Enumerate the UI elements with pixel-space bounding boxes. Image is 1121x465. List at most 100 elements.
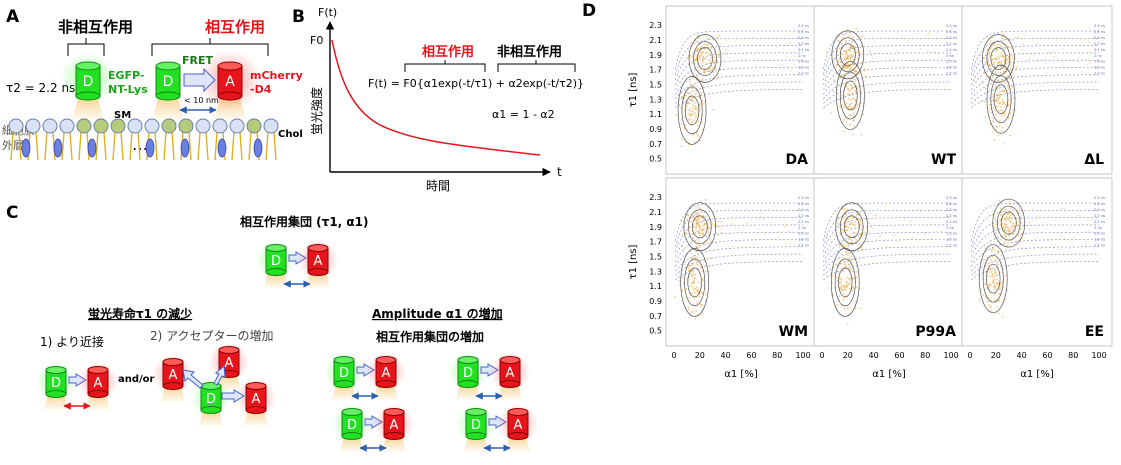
data-point [1004,104,1007,106]
data-point [992,247,994,250]
cylinder-bottom [245,406,267,414]
data-point [768,207,771,210]
data-point [1032,207,1034,209]
data-point [1012,225,1015,228]
guide-label: 2.5 ns [1094,24,1105,28]
data-point [702,58,705,61]
tau2-guide-line [823,59,952,90]
data-point [1091,218,1093,220]
data-point [859,220,862,223]
guide-label: 2.4 ns [946,30,957,34]
data-point [1062,61,1064,64]
data-point [1003,102,1005,105]
acceptor-cylinder: A [78,362,118,410]
acceptor-cylinder: A [236,378,276,426]
data-point [883,206,886,208]
data-point [842,119,845,121]
data-point [927,34,929,36]
density-plot: 2.5 ns 2.4 ns 2.3 ns 2.2 ns 2.1 ns 2 ns 1.9 ns… [628,5,817,175]
data-point [854,98,857,101]
data-point [843,57,846,59]
data-point [1028,57,1031,60]
data-point [927,33,929,36]
data-point [694,105,696,108]
data-point [1017,36,1019,38]
data-point [720,217,723,219]
data-point [996,126,999,128]
data-point [989,65,992,67]
data-point [762,218,765,220]
data-point [1069,241,1072,243]
data-point [1011,220,1013,222]
data-point [902,65,905,68]
data-point [1001,126,1004,129]
acceptor-cylinder: A [153,354,193,402]
data-point [1022,42,1025,45]
data-point [915,69,918,71]
density-contour [978,244,1008,314]
data-point [786,55,789,58]
data-point [995,49,998,52]
data-point [985,62,987,64]
data-point [992,93,994,96]
data-point [720,73,723,75]
data-point [854,232,857,235]
data-point [694,218,697,221]
data-point [831,274,834,277]
data-point [869,50,871,53]
data-point [1060,207,1062,210]
data-point [788,40,790,43]
cylinder-top [265,244,287,252]
data-point [1007,85,1010,88]
data-point [849,46,851,49]
data-point [1010,40,1012,42]
data-point [696,243,699,246]
tau2-guide-line [823,81,952,104]
data-point [851,75,853,78]
guide-label: 2.2 ns [1094,214,1105,218]
data-point [1053,51,1055,53]
x-axis-label: α1 [%] [724,369,758,380]
guide-label: 1.9 ns [1094,232,1105,236]
data-point [692,280,695,283]
data-point [833,58,835,61]
data-point [701,121,703,124]
density-contour [688,34,722,83]
data-point [1060,232,1063,234]
b-interact-bracket [404,60,486,72]
data-point [1018,208,1021,210]
density-contour [986,64,1016,134]
cylinder-top [457,356,479,364]
data-point [694,112,696,114]
data-point [684,263,686,265]
data-point [1011,86,1014,88]
density-contour [986,41,1011,76]
data-point [680,95,683,98]
lipid-tail [171,131,175,161]
data-point [753,70,756,72]
data-point [1012,222,1015,225]
data-point [700,232,703,235]
data-point [1002,210,1004,213]
guide-label: 2.4 ns [1094,202,1105,206]
data-point [903,219,906,221]
guide-label: 1.9 ns [798,60,809,64]
cylinder-label: D [206,392,216,407]
data-point [991,130,994,133]
data-point [696,286,698,289]
data-point [1059,240,1062,242]
data-point [1077,61,1080,63]
data-point [707,68,710,71]
data-point [989,51,992,54]
data-point [999,219,1002,222]
lipid-head [127,118,143,134]
y-tick-label: 1.5 [649,80,662,89]
cylinder-bottom [499,380,521,388]
data-point [916,60,919,62]
data-point [691,281,694,284]
guide-label: 2.2 ns [946,214,957,218]
data-point [843,284,846,287]
mcherry-label-1: mCherry [250,69,303,82]
guide-label: 2 ns [798,54,806,58]
data-point [707,44,710,46]
